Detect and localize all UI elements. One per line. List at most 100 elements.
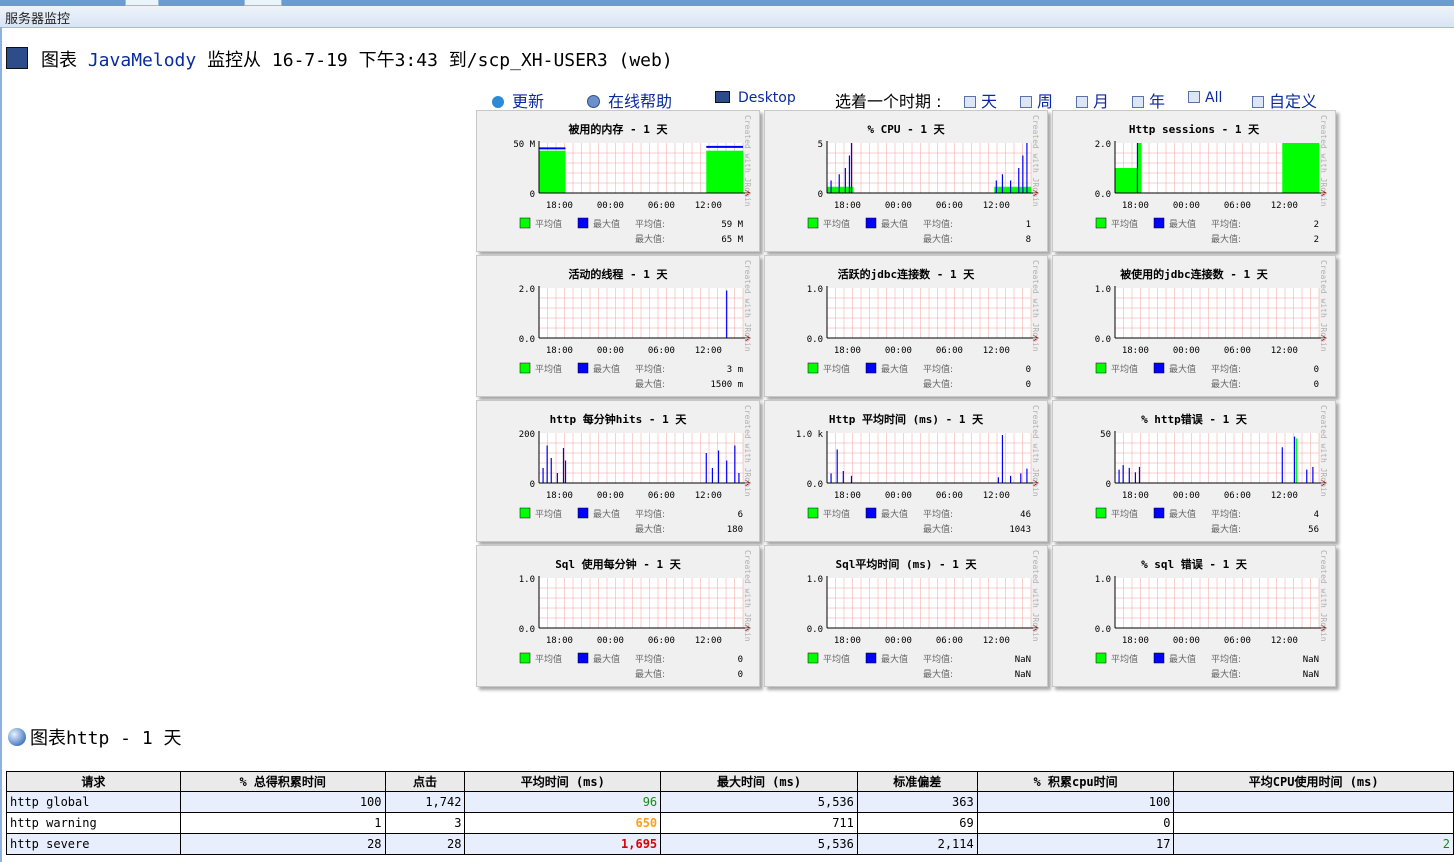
y-tick-label: 1.0 [1095, 285, 1111, 295]
col-std-dev[interactable]: 标准偏差 [857, 772, 977, 792]
chart-panel[interactable]: 活跃的jdbc连接数 - 1 天 1.0 0.0 18:00 00:00 06:00 12:… [764, 255, 1048, 397]
legend-avg-label: 平均值 [823, 363, 850, 375]
cell-avg-cpu: 2 [1174, 834, 1454, 855]
x-tick-label: 06:00 [648, 201, 675, 211]
chart-svg: 被用的内存 - 1 天50 M018:00 00:00 06:00 12:00 Crea… [477, 111, 759, 251]
chart-svg: Sql平均时间 (ms) - 1 天1.00.018:00 00:00 06:00 1… [765, 546, 1047, 686]
chart-panel[interactable]: http 每分钟hits - 1 天 200 0 18:00 00:00 06:00 12:… [476, 400, 760, 542]
chart-title: 活动的线程 - 1 天 [568, 267, 668, 281]
x-tick-label: 00:00 [1173, 201, 1200, 211]
y-tick-label: 1.0 [807, 575, 823, 585]
x-tick-label: 18:00 [834, 636, 861, 646]
left-border [0, 27, 2, 862]
chart-title: % CPU - 1 天 [867, 123, 945, 136]
period-all-button[interactable]: All [1188, 90, 1222, 106]
cell-name[interactable]: http warning [7, 813, 181, 834]
help-button[interactable]: 在线帮助 [587, 88, 672, 112]
jrobin-watermark: Created with JRobin [1319, 405, 1328, 497]
period-month-button[interactable]: 月 [1076, 88, 1109, 112]
stat-max-value: 1043 [1009, 525, 1031, 535]
legend-max-swatch [578, 218, 588, 228]
stat-max-value: 56 [1308, 525, 1319, 535]
series-0-segment [1115, 168, 1137, 193]
legend-avg-label: 平均值 [1111, 508, 1138, 520]
chart-panel[interactable]: 被使用的jdbc连接数 - 1 天 1.0 0.0 18:00 00:00 06:00 12… [1052, 255, 1336, 397]
col-pct-cpu[interactable]: % 积累cpu时间 [977, 772, 1174, 792]
period-year-button[interactable]: 年 [1132, 88, 1165, 112]
period-week-button[interactable]: 周 [1020, 88, 1053, 112]
period-custom-button[interactable]: 自定义 [1252, 88, 1317, 112]
col-max-time[interactable]: 最大时间 (ms) [661, 772, 858, 792]
legend-max-label: 最大值 [881, 363, 908, 375]
y-tick-label: 50 M [513, 140, 535, 150]
stat-avg-label: 平均值: [635, 363, 665, 375]
stat-max-value: 0 [738, 670, 743, 680]
x-tick-label: 18:00 [546, 346, 573, 356]
col-pct-time[interactable]: % 总得积累时间 [180, 772, 385, 792]
window-title: 服务器监控 [5, 8, 70, 27]
stat-max-value: NaN [1015, 670, 1031, 680]
period-day-button[interactable]: 天 [964, 88, 997, 112]
stat-avg-value: 0 [1314, 365, 1319, 375]
stat-avg-label: 平均值: [635, 653, 665, 665]
stat-max-label: 最大值: [635, 523, 665, 535]
chart-panel[interactable]: % CPU - 1 天 5 0 18:00 00:00 06:00 12:00 Created… [764, 110, 1048, 252]
monitor-icon [6, 47, 28, 69]
legend-max-label: 最大值 [1169, 363, 1196, 375]
cell-max-time: 5,536 [661, 834, 858, 855]
chart-panel[interactable]: 活动的线程 - 1 天 2.0 0.0 18:00 00:00 06:00 12:00 Cre… [476, 255, 760, 397]
legend-avg-label: 平均值 [823, 508, 850, 520]
chart-title: Http sessions - 1 天 [1129, 123, 1260, 136]
col-hits[interactable]: 点击 [385, 772, 465, 792]
legend-max-label: 最大值 [881, 218, 908, 230]
legend-max-swatch [578, 653, 588, 663]
chart-panel[interactable]: Http 平均时间 (ms) - 1 天 1.0 k 0.0 18:00 00:00 06… [764, 400, 1048, 542]
stat-avg-value: 2 [1314, 220, 1319, 230]
stat-max-value: 8 [1026, 235, 1031, 245]
col-avg-cpu[interactable]: 平均CPU使用时间 (ms) [1174, 772, 1454, 792]
stat-avg-value: 4 [1314, 510, 1319, 520]
chart-svg: 活跃的jdbc连接数 - 1 天1.00.018:00 00:00 06:00 12:… [765, 256, 1047, 396]
legend-avg-swatch [808, 218, 818, 228]
cell-name[interactable]: http severe [7, 834, 181, 855]
chart-panel[interactable]: Sql平均时间 (ms) - 1 天 1.0 0.0 18:00 00:00 06:00 1… [764, 545, 1048, 687]
chart-title: Sql 使用每分钟 - 1 天 [555, 557, 682, 571]
stat-max-label: 最大值: [635, 668, 665, 680]
y-tick-label: 0 [1106, 480, 1111, 490]
chart-title: 被用的内存 - 1 天 [568, 122, 668, 136]
jrobin-watermark: Created with JRobin [743, 550, 752, 642]
legend-avg-label: 平均值 [1111, 218, 1138, 230]
x-tick-label: 06:00 [936, 636, 963, 646]
col-request[interactable]: 请求 [7, 772, 181, 792]
x-tick-label: 18:00 [1122, 346, 1149, 356]
x-tick-label: 12:00 [695, 346, 722, 356]
legend-max-swatch [1154, 218, 1164, 228]
http-stats-table: 请求 % 总得积累时间 点击 平均时间 (ms) 最大时间 (ms) 标准偏差 … [6, 771, 1454, 855]
stat-max-label: 最大值: [1211, 668, 1241, 680]
chart-panel[interactable]: Sql 使用每分钟 - 1 天 1.0 0.0 18:00 00:00 06:00 12:0… [476, 545, 760, 687]
y-tick-label: 5 [818, 140, 823, 150]
col-avg-time[interactable]: 平均时间 (ms) [465, 772, 661, 792]
cell-avg-time: 1,695 [465, 834, 661, 855]
x-tick-label: 12:00 [1271, 201, 1298, 211]
legend-max-swatch [1154, 653, 1164, 663]
jrobin-watermark: Created with JRobin [1319, 115, 1328, 207]
chart-panel[interactable]: % http错误 - 1 天 50 0 18:00 00:00 06:00 12:00 Cre… [1052, 400, 1336, 542]
chart-panel[interactable]: 被用的内存 - 1 天 50 M 0 18:00 00:00 06:00 12:00 Crea… [476, 110, 760, 252]
chart-panel[interactable]: % sql 错误 - 1 天 1.0 0.0 18:00 00:00 06:00 12:00… [1052, 545, 1336, 687]
series-0-segment [1282, 143, 1319, 193]
stat-max-value: 180 [727, 525, 743, 535]
y-tick-label: 50 [1100, 430, 1111, 440]
page-title: 图表 JavaMelody 监控从 16-7-19 下午3:43 到/scp_X… [41, 46, 673, 72]
x-tick-label: 06:00 [936, 491, 963, 501]
refresh-button[interactable]: 更新 [492, 88, 544, 112]
x-tick-label: 00:00 [597, 491, 624, 501]
legend-max-label: 最大值 [881, 508, 908, 520]
desktop-button[interactable]: Desktop [715, 90, 796, 106]
x-tick-label: 12:00 [1271, 636, 1298, 646]
window-titlebar: 服务器监控 [0, 6, 1454, 28]
chart-panel[interactable]: Http sessions - 1 天 2.0 0.0 18:00 00:00 06:00… [1052, 110, 1336, 252]
stat-max-label: 最大值: [1211, 523, 1241, 535]
cell-name[interactable]: http global [7, 792, 181, 813]
stat-max-value: 0 [1314, 380, 1319, 390]
